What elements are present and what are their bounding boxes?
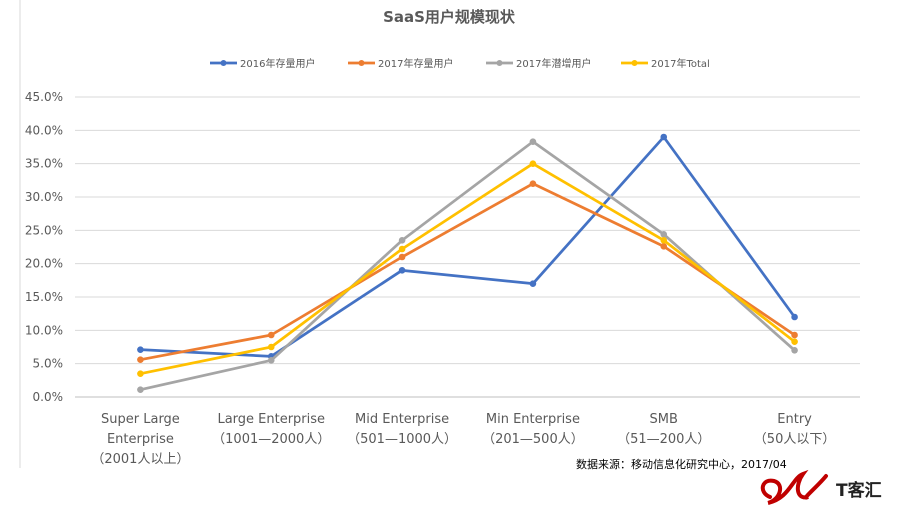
data-point: [791, 338, 798, 345]
data-point: [791, 347, 798, 354]
legend-label: 2017年潜增用户: [516, 57, 591, 70]
y-tick-label: 40.0%: [25, 123, 63, 137]
data-point: [398, 245, 406, 253]
x-tick-label-line: （201—500人）: [482, 432, 584, 447]
y-tick-label: 45.0%: [25, 90, 63, 104]
y-tick-label: 0.0%: [33, 390, 64, 404]
data-point: [398, 237, 406, 244]
data-point: [398, 267, 406, 274]
chart-legend: 2016年存量用户 2017年存量用户 2017年潜增用户 2017年Total: [210, 57, 710, 70]
data-point: [660, 237, 668, 244]
source-note: 数据来源：移动信息化研究中心，2017/04: [576, 457, 787, 471]
series-line: [139, 182, 796, 362]
y-tick-label: 20.0%: [25, 257, 63, 271]
x-tick-label-line: （501—1000人）: [347, 432, 457, 447]
y-tick-label: 25.0%: [25, 223, 63, 237]
x-tick-label-line: Enterprise: [107, 432, 174, 447]
data-point: [660, 231, 668, 238]
data-point: [137, 346, 144, 353]
data-point: [529, 138, 537, 145]
data-point: [660, 243, 668, 250]
brand-logo: T客汇: [760, 469, 882, 505]
y-tick-label: 30.0%: [25, 190, 63, 204]
x-tick-label-line: （50人以下）: [754, 432, 836, 447]
series-line: [139, 162, 796, 376]
data-point: [137, 356, 144, 363]
legend-item: 2016年存量用户: [210, 57, 315, 70]
data-point: [267, 357, 275, 364]
series-line: [139, 135, 796, 358]
x-tick-label: SMB （51—200人）: [617, 412, 710, 447]
x-tick-label-line: Super Large: [101, 412, 180, 427]
x-tick-label-line: （2001人以上）: [91, 452, 189, 467]
y-tick-label: 15.0%: [25, 290, 63, 304]
data-point: [529, 160, 537, 167]
data-point: [137, 386, 144, 393]
data-point: [137, 370, 144, 377]
data-point: [529, 280, 537, 287]
data-point: [529, 180, 537, 187]
y-tick-label: 35.0%: [25, 157, 63, 171]
x-axis: Super Large Enterprise （2001人以上） Large Ente…: [91, 412, 835, 467]
x-tick-label-line: Mid Enterprise: [355, 412, 449, 427]
legend-item: 2017年存量用户: [348, 57, 453, 70]
legend-marker: [220, 60, 227, 66]
legend-label: 2016年存量用户: [240, 57, 315, 70]
x-tick-label-line: Large Enterprise: [217, 412, 325, 427]
data-point: [791, 331, 798, 339]
data-point: [267, 331, 275, 339]
x-tick-label-line: Entry: [777, 412, 812, 427]
data-point: [398, 253, 406, 261]
series-line: [139, 140, 796, 392]
logo-mark-icon: [760, 469, 828, 505]
x-tick-label-line: SMB: [650, 412, 678, 427]
x-tick-label: Large Enterprise （1001—2000人）: [212, 412, 330, 447]
x-tick-label: Mid Enterprise （501—1000人）: [347, 412, 457, 447]
y-tick-label: 5.0%: [33, 357, 64, 371]
data-point: [267, 343, 275, 351]
x-tick-label-line: Min Enterprise: [486, 412, 580, 427]
legend-marker: [631, 60, 638, 66]
x-tick-label: Min Enterprise （201—500人）: [482, 412, 584, 447]
y-axis: 0.0% 5.0% 10.0% 15.0% 20.0% 25.0% 30.0% 35.0% 40…: [25, 90, 63, 404]
gridlines: [75, 96, 860, 398]
x-tick-label: Entry （50人以下）: [754, 412, 836, 447]
legend-item: 2017年Total: [621, 57, 710, 70]
x-tick-label-line: （51—200人）: [617, 432, 710, 447]
legend-item: 2017年潜增用户: [486, 57, 591, 70]
data-point: [791, 313, 798, 321]
x-tick-label: Super Large Enterprise （2001人以上）: [91, 412, 189, 467]
plot-area: [137, 133, 798, 393]
logo-text: T客汇: [836, 480, 882, 501]
legend-marker: [358, 60, 365, 66]
y-tick-label: 10.0%: [25, 323, 63, 337]
legend-label: 2017年Total: [651, 57, 710, 70]
data-point: [660, 133, 668, 141]
x-tick-label-line: （1001—2000人）: [212, 432, 330, 447]
legend-marker: [496, 60, 503, 66]
chart-title: SaaS用户规模现状: [383, 8, 516, 26]
legend-label: 2017年存量用户: [378, 57, 453, 70]
